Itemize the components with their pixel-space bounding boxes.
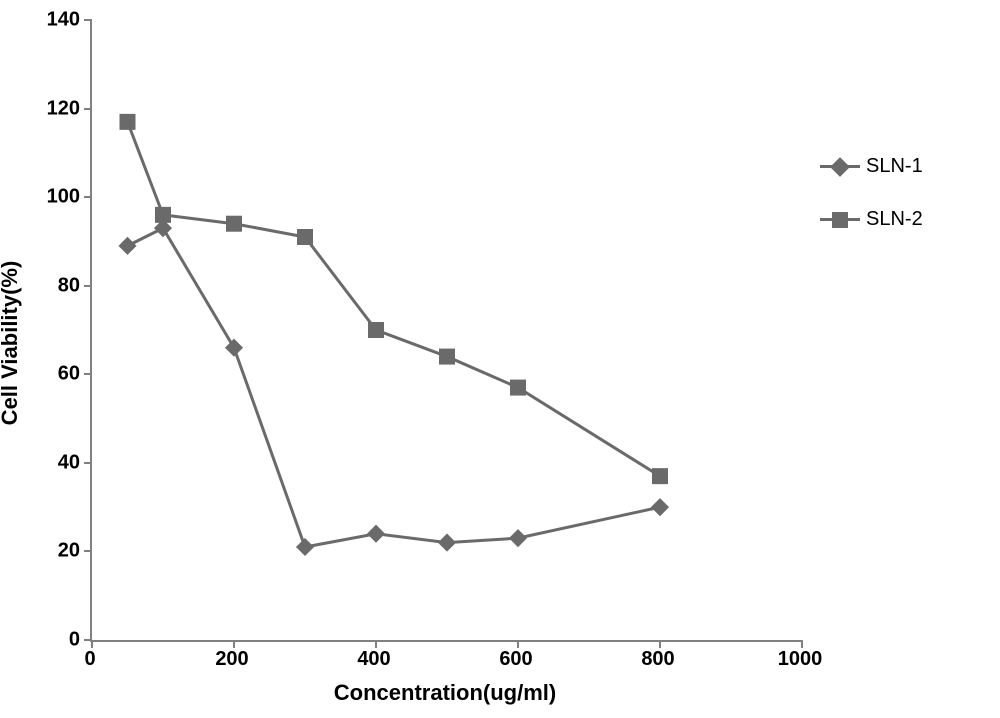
chart-svg (92, 20, 802, 640)
diamond-marker (438, 534, 456, 552)
square-marker (155, 207, 171, 223)
y-tick (84, 550, 92, 552)
square-marker (439, 349, 455, 365)
diamond-icon (830, 157, 850, 177)
y-tick-label: 140 (20, 9, 80, 32)
x-tick-label: 800 (628, 648, 688, 671)
legend-item-sln1: SLN-1 (820, 155, 923, 178)
x-tick-label: 1000 (770, 648, 830, 671)
square-marker (368, 322, 384, 338)
y-tick (84, 373, 92, 375)
x-tick-label: 400 (344, 648, 404, 671)
x-tick (517, 640, 519, 648)
legend-item-sln2: SLN-2 (820, 208, 923, 231)
chart-container: Cell Viability(%) Concentration(ug/ml) S… (0, 0, 1000, 718)
series-line-sln-1 (128, 228, 661, 547)
x-axis-title: Concentration(ug/ml) (334, 680, 556, 706)
legend-line-sln1 (820, 165, 860, 168)
y-tick (84, 462, 92, 464)
x-tick-label: 200 (202, 648, 262, 671)
square-marker (652, 468, 668, 484)
diamond-marker (509, 529, 527, 547)
y-tick-label: 80 (20, 274, 80, 297)
square-marker (120, 114, 136, 130)
diamond-marker (367, 525, 385, 543)
square-marker (510, 380, 526, 396)
diamond-marker (225, 339, 243, 357)
diamond-marker (118, 237, 136, 255)
square-marker (226, 216, 242, 232)
x-tick-label: 0 (60, 648, 120, 671)
x-tick (91, 640, 93, 648)
x-tick (659, 640, 661, 648)
y-tick-label: 40 (20, 451, 80, 474)
legend-line-sln2 (820, 218, 860, 221)
legend-label-sln2: SLN-2 (866, 208, 923, 231)
x-tick (375, 640, 377, 648)
legend-label-sln1: SLN-1 (866, 155, 923, 178)
series-line-sln-2 (128, 122, 661, 476)
square-marker (297, 229, 313, 245)
y-tick (84, 196, 92, 198)
y-tick (84, 285, 92, 287)
y-tick-label: 100 (20, 186, 80, 209)
diamond-marker (296, 538, 314, 556)
y-tick-label: 20 (20, 540, 80, 563)
x-tick (233, 640, 235, 648)
y-tick-label: 60 (20, 363, 80, 386)
square-icon (832, 212, 848, 228)
y-tick (84, 108, 92, 110)
x-tick-label: 600 (486, 648, 546, 671)
diamond-marker (651, 498, 669, 516)
plot-area (90, 20, 802, 642)
y-tick-label: 120 (20, 97, 80, 120)
y-tick (84, 19, 92, 21)
legend: SLN-1 SLN-2 (820, 155, 923, 261)
x-tick (801, 640, 803, 648)
